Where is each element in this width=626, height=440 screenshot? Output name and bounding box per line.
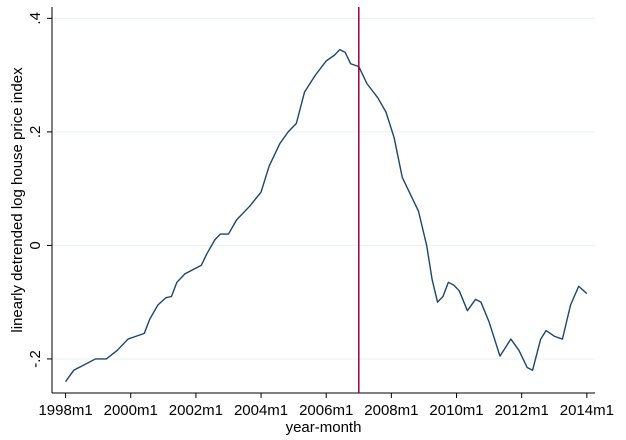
x-tick-label: 2000m1 <box>104 402 158 419</box>
y-tick-label: 0 <box>27 241 44 249</box>
data-line <box>65 48 588 383</box>
x-tick-label: 1998m1 <box>38 402 92 419</box>
x-tick-label: 2010m1 <box>429 402 483 419</box>
x-axis-title: year-month <box>286 419 362 435</box>
y-tick-label: .2 <box>27 126 44 139</box>
x-tick-label: 2004m1 <box>234 402 288 419</box>
x-tick-label: 2008m1 <box>364 402 418 419</box>
y-tick-label: .4 <box>27 12 44 25</box>
y-tick-label: -.2 <box>27 350 44 368</box>
y-axis-title: linearly detrended log house price index <box>9 67 26 333</box>
x-tick-label: 2012m1 <box>495 402 549 419</box>
x-tick-label: 2014m1 <box>560 402 614 419</box>
x-tick-label: 2002m1 <box>169 402 223 419</box>
x-tick-label: 2006m1 <box>299 402 353 419</box>
